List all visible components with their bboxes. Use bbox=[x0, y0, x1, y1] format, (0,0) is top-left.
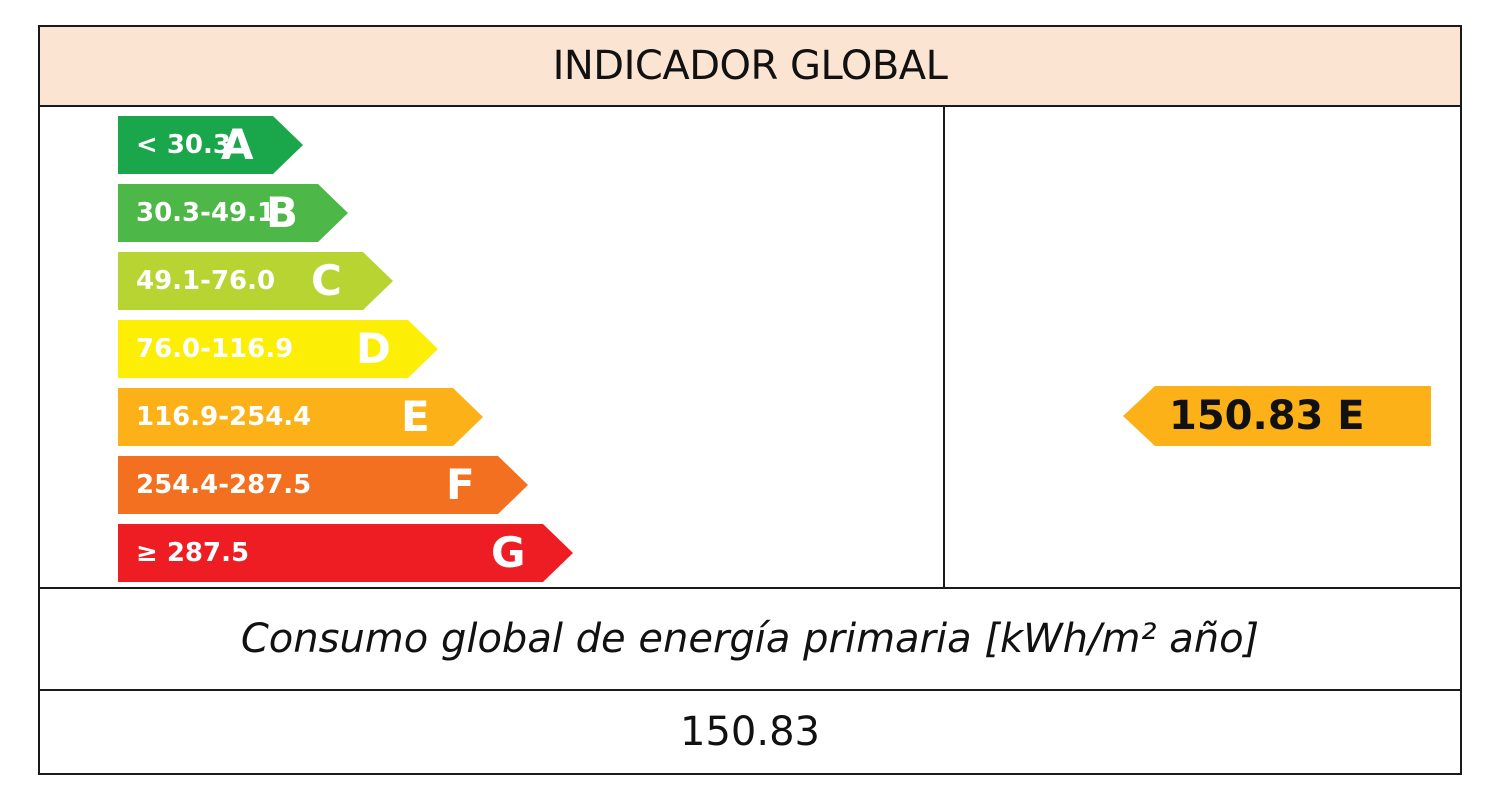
band-letter: F bbox=[446, 460, 475, 509]
result-label: 150.83 E bbox=[1169, 393, 1365, 439]
result-pointer-arrow bbox=[1123, 386, 1431, 446]
band-letter: G bbox=[491, 528, 526, 577]
band-c: 49.1-76.0 C bbox=[118, 252, 393, 310]
band-letter: C bbox=[311, 256, 342, 305]
band-b: 30.3-49.1 B bbox=[118, 184, 348, 242]
band-letter: E bbox=[401, 392, 430, 441]
band-range-label: < 30.3 bbox=[136, 130, 231, 160]
band-range-label: 254.4-287.5 bbox=[136, 470, 312, 500]
band-range-label: 116.9-254.4 bbox=[136, 402, 312, 432]
band-a: < 30.3 A bbox=[118, 116, 303, 174]
band-range-label: 30.3-49.1 bbox=[136, 198, 276, 228]
band-letter: A bbox=[221, 120, 254, 169]
band-letter: B bbox=[266, 188, 299, 237]
table-title: INDICADOR GLOBAL bbox=[40, 27, 1460, 107]
energy-scale: < 30.3 A 30.3-49.1 B 49.1-76.0 C 76.0-11… bbox=[40, 107, 945, 587]
energy-certificate-table: INDICADOR GLOBAL < 30.3 A 30.3-49.1 B 49… bbox=[38, 25, 1462, 775]
band-e: 116.9-254.4 E bbox=[118, 388, 483, 446]
band-d: 76.0-116.9 D bbox=[118, 320, 438, 378]
result-cell: 150.83 E bbox=[945, 107, 1460, 587]
indicator-caption: Consumo global de energía primaria [kWh/… bbox=[40, 587, 1460, 691]
band-f: 254.4-287.5 F bbox=[118, 456, 528, 514]
indicator-value: 150.83 bbox=[680, 709, 820, 755]
result-pointer: 150.83 E bbox=[1123, 386, 1431, 446]
band-g: ≥ 287.5 G bbox=[118, 524, 573, 582]
band-range-label: 76.0-116.9 bbox=[136, 334, 294, 364]
band-range-label: 49.1-76.0 bbox=[136, 266, 276, 296]
band-range-label: ≥ 287.5 bbox=[136, 538, 250, 568]
band-letter: D bbox=[356, 324, 391, 373]
